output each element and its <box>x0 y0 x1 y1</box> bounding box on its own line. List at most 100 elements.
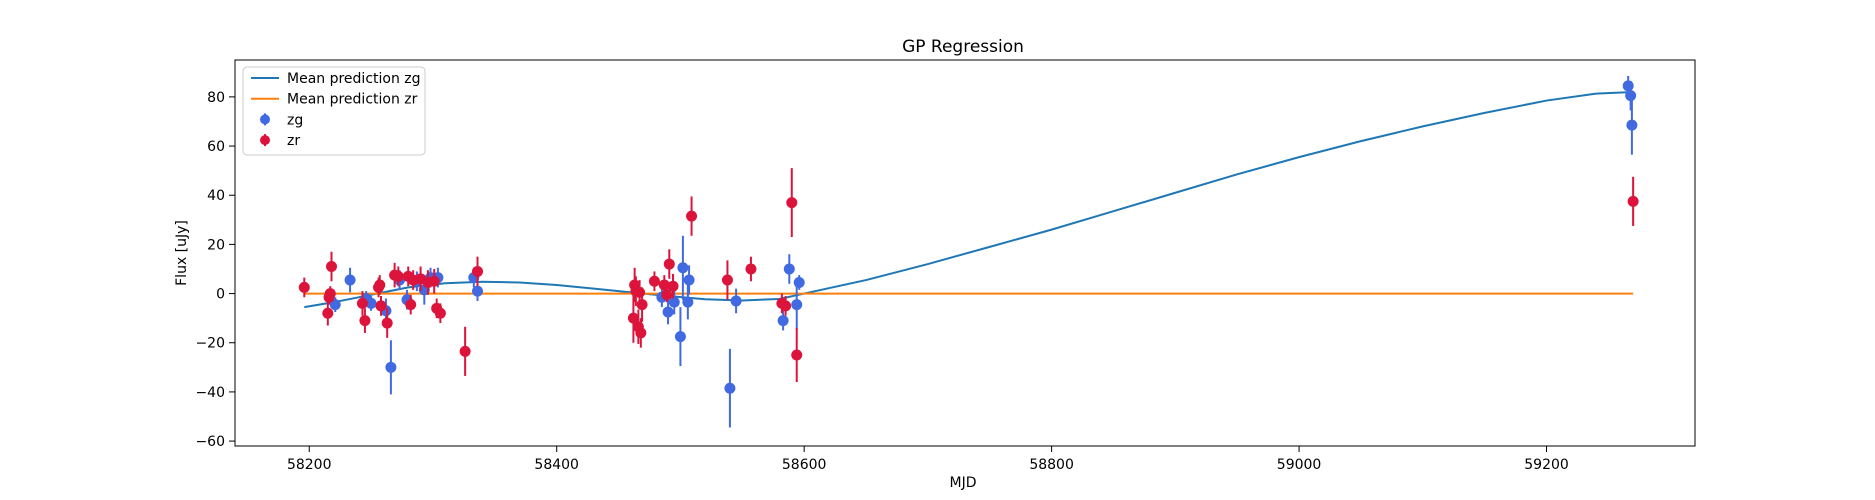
marker <box>374 279 386 291</box>
data-point-zr <box>667 273 679 299</box>
y-tick-label: −60 <box>195 434 225 450</box>
data-point-zr <box>661 287 673 303</box>
data-point-zr <box>745 256 757 282</box>
marker <box>724 382 736 394</box>
data-point-zg <box>682 284 694 320</box>
plot-frame <box>234 59 1696 447</box>
marker <box>1626 119 1638 131</box>
marker <box>356 297 368 309</box>
marker <box>459 345 471 357</box>
data-point-zg <box>791 280 803 330</box>
data-point-zg <box>668 289 680 315</box>
y-tick-label: −40 <box>195 385 225 401</box>
y-axis: −60 −40 −20 0 20 40 60 80 <box>195 90 235 450</box>
data-point-zr <box>322 300 334 326</box>
legend-item-mean-prediction-zg: Mean prediction zg <box>251 71 421 87</box>
data-point-zr <box>686 196 698 236</box>
marker <box>777 315 789 327</box>
x-tick-label: 58200 <box>287 457 332 473</box>
marker <box>636 299 648 311</box>
data-point-zr <box>375 296 387 316</box>
x-tick-label: 58600 <box>782 457 827 473</box>
data-point-zg <box>783 254 795 284</box>
y-tick-label: 80 <box>207 90 225 106</box>
data-point-zg <box>365 296 377 311</box>
marker <box>663 258 675 270</box>
data-point-zg <box>674 307 686 367</box>
y-tick-label: 0 <box>216 287 225 303</box>
marker <box>661 289 673 301</box>
marker <box>385 361 397 373</box>
legend-box <box>242 66 426 156</box>
x-tick-label: 58800 <box>1029 457 1074 473</box>
legend-item-mean-prediction-zr: Mean prediction zr <box>251 92 418 108</box>
marker <box>674 331 686 343</box>
data-point-zr <box>381 308 393 338</box>
marker <box>359 315 371 327</box>
data-point-zr <box>324 286 336 301</box>
marker <box>381 317 393 329</box>
x-tick-label: 59000 <box>1277 457 1322 473</box>
marker <box>786 197 798 209</box>
data-point-zr <box>392 266 404 287</box>
marker <box>322 307 334 319</box>
data-point-zg <box>683 265 695 295</box>
y-tick-label: −20 <box>195 336 225 352</box>
marker <box>1625 90 1637 102</box>
marker <box>326 261 338 273</box>
series-zg <box>329 75 1638 428</box>
mean-prediction-line-zg <box>304 90 1634 309</box>
marker <box>780 300 792 312</box>
series-zr <box>298 168 1639 383</box>
marker <box>686 210 698 222</box>
data-point-zg <box>730 288 742 314</box>
y-tick-label: 60 <box>207 139 225 155</box>
data-point-zr <box>1627 176 1639 226</box>
marker <box>791 299 803 311</box>
marker <box>1627 195 1639 207</box>
legend-label: zr <box>287 133 300 149</box>
data-point-zg <box>344 267 356 293</box>
marker <box>329 299 341 311</box>
legend-item-zg: zg <box>260 112 303 128</box>
marker <box>365 297 377 309</box>
legend-label: Mean prediction zg <box>287 71 421 87</box>
data-point-zg <box>777 310 789 331</box>
marker <box>1622 80 1634 92</box>
data-point-zg <box>1626 95 1638 155</box>
legend: Mean prediction zg Mean prediction zr zg zr <box>242 66 426 156</box>
marker <box>298 281 310 293</box>
marker <box>668 296 680 308</box>
marker <box>324 288 336 300</box>
marker <box>392 270 404 282</box>
data-point-zg <box>793 275 805 290</box>
legend-item-zr: zr <box>260 133 300 149</box>
chart-title: GP Regression <box>902 37 1024 57</box>
data-point-zg <box>724 348 736 428</box>
x-axis-label: MJD <box>950 475 977 491</box>
marker <box>405 299 417 311</box>
data-point-zr <box>356 291 368 316</box>
marker <box>677 262 689 274</box>
legend-marker-swatch <box>260 135 270 146</box>
data-point-zg <box>329 297 341 313</box>
data-point-zr <box>780 296 792 316</box>
data-point-zr <box>721 260 733 300</box>
x-axis: 58200 58400 58600 58800 59000 59200 <box>287 446 1569 473</box>
data-point-zr <box>459 326 471 376</box>
marker <box>745 263 757 275</box>
y-tick-label: 20 <box>207 237 225 253</box>
data-point-zg <box>1625 80 1637 111</box>
data-point-zg <box>677 235 689 300</box>
marker <box>627 312 639 324</box>
marker <box>635 327 647 339</box>
marker <box>662 306 674 318</box>
data-point-zr <box>359 308 371 333</box>
marker <box>472 265 484 277</box>
data-point-zr <box>635 318 647 348</box>
data-point-zr <box>627 293 639 343</box>
plot-area <box>298 75 1639 428</box>
data-point-zg <box>385 340 397 395</box>
data-point-zr <box>663 249 675 279</box>
